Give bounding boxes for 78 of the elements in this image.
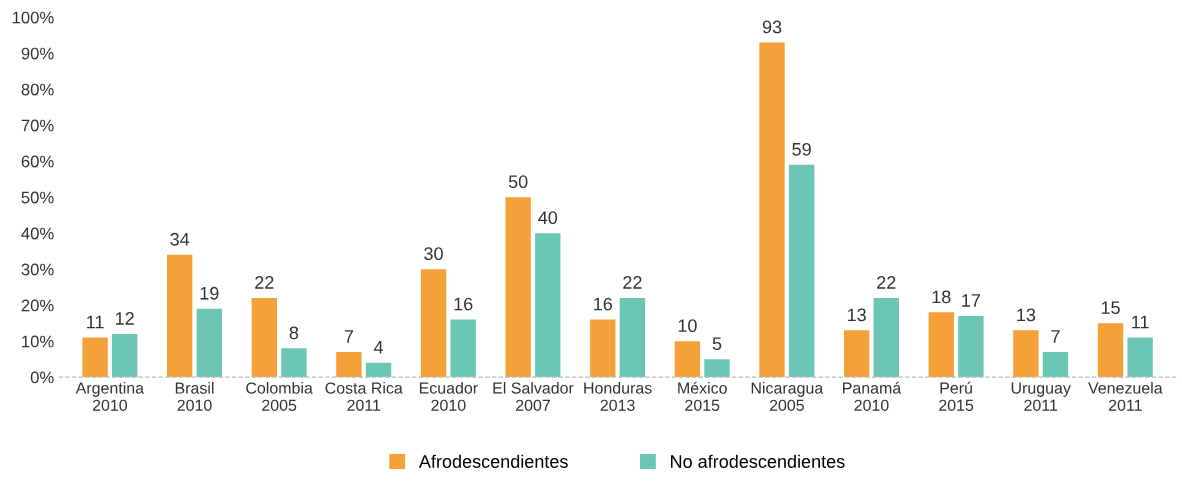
- data-label: 50: [508, 175, 528, 189]
- x-tick-label: Costa Rica 2011: [325, 382, 403, 411]
- bar: [788, 164, 815, 378]
- data-label: 5: [712, 337, 722, 351]
- bar: [251, 297, 277, 378]
- bar: [281, 348, 307, 378]
- bar: [873, 297, 899, 378]
- data-label: 12: [116, 312, 134, 325]
- y-tick-label: 90%: [21, 47, 54, 60]
- y-tick-label: 40%: [21, 227, 54, 240]
- data-label: 30: [424, 247, 443, 261]
- data-label: 93: [762, 20, 782, 34]
- x-tick-label: Venezuela 2011: [1088, 382, 1163, 411]
- bar: [336, 351, 362, 378]
- data-label: 40: [538, 211, 558, 225]
- data-label: 16: [594, 297, 613, 311]
- y-tick-label: 80%: [21, 83, 54, 96]
- data-label: 13: [1017, 308, 1036, 322]
- y-tick-label: 70%: [21, 119, 54, 132]
- data-label: 18: [932, 290, 951, 304]
- data-label: 13: [847, 308, 866, 322]
- x-tick-label: Perú 2015: [939, 381, 974, 411]
- y-tick-label: 10%: [22, 335, 54, 348]
- bar: [505, 197, 531, 378]
- x-tick-label: México 2015: [678, 381, 727, 411]
- bar: [928, 312, 954, 378]
- bar: [958, 315, 984, 378]
- bar: [843, 330, 870, 378]
- x-tick-label: Brasil 2010: [175, 382, 214, 411]
- bar: [1013, 330, 1039, 378]
- y-tick-label: 60%: [21, 155, 54, 168]
- bar: [420, 269, 447, 378]
- y-tick-label: 100%: [12, 11, 54, 24]
- x-tick-label: El Salvador 2007: [493, 382, 574, 411]
- x-tick-label: Colombia 2005: [246, 382, 313, 411]
- data-label: 8: [289, 326, 299, 340]
- y-tick-label: 50%: [21, 191, 54, 204]
- bar: [535, 233, 561, 378]
- y-tick-label: 30%: [21, 263, 54, 276]
- bar: [365, 362, 392, 378]
- y-tick-label: 0%: [30, 371, 54, 384]
- bar: [111, 333, 138, 378]
- bar: [166, 254, 193, 378]
- x-tick-label: Ecuador 2010: [419, 382, 478, 411]
- x-tick-label: Panamá 2010: [843, 381, 902, 411]
- x-tick-label: Honduras 2013: [584, 382, 652, 411]
- bar: [1042, 351, 1069, 378]
- data-label: 11: [1132, 315, 1149, 329]
- bar: [704, 359, 730, 378]
- data-label: 16: [454, 297, 473, 311]
- legend-label: No afrodescendientes: [671, 454, 845, 468]
- data-label: 4: [373, 341, 384, 354]
- data-label: 22: [877, 276, 896, 289]
- y-tick-label: 20%: [21, 299, 54, 312]
- data-label: 15: [1101, 301, 1120, 315]
- data-label: 22: [623, 276, 642, 289]
- x-tick-label: Argentina 2010: [75, 382, 145, 411]
- legend-label: Afrodescendientes: [418, 454, 568, 468]
- data-label: 59: [792, 142, 811, 156]
- bar: [759, 42, 785, 378]
- x-tick-label: Nicaragua 2005: [751, 382, 824, 411]
- data-label: 7: [1051, 330, 1060, 343]
- bar: [1127, 337, 1153, 378]
- data-label: 17: [962, 294, 981, 307]
- bar: [619, 297, 646, 378]
- bar: [590, 319, 616, 378]
- bar: [196, 308, 222, 378]
- data-label: 10: [678, 319, 697, 333]
- data-label: 19: [200, 286, 219, 300]
- bar: [82, 337, 108, 378]
- bar: [674, 341, 701, 378]
- bar: [450, 319, 476, 378]
- data-label: 11: [87, 315, 104, 329]
- data-label: 22: [255, 276, 274, 289]
- data-label: 7: [344, 330, 354, 343]
- data-label: 34: [170, 232, 190, 246]
- x-tick-label: Uruguay 2011: [1011, 382, 1071, 411]
- bar: [1097, 323, 1124, 378]
